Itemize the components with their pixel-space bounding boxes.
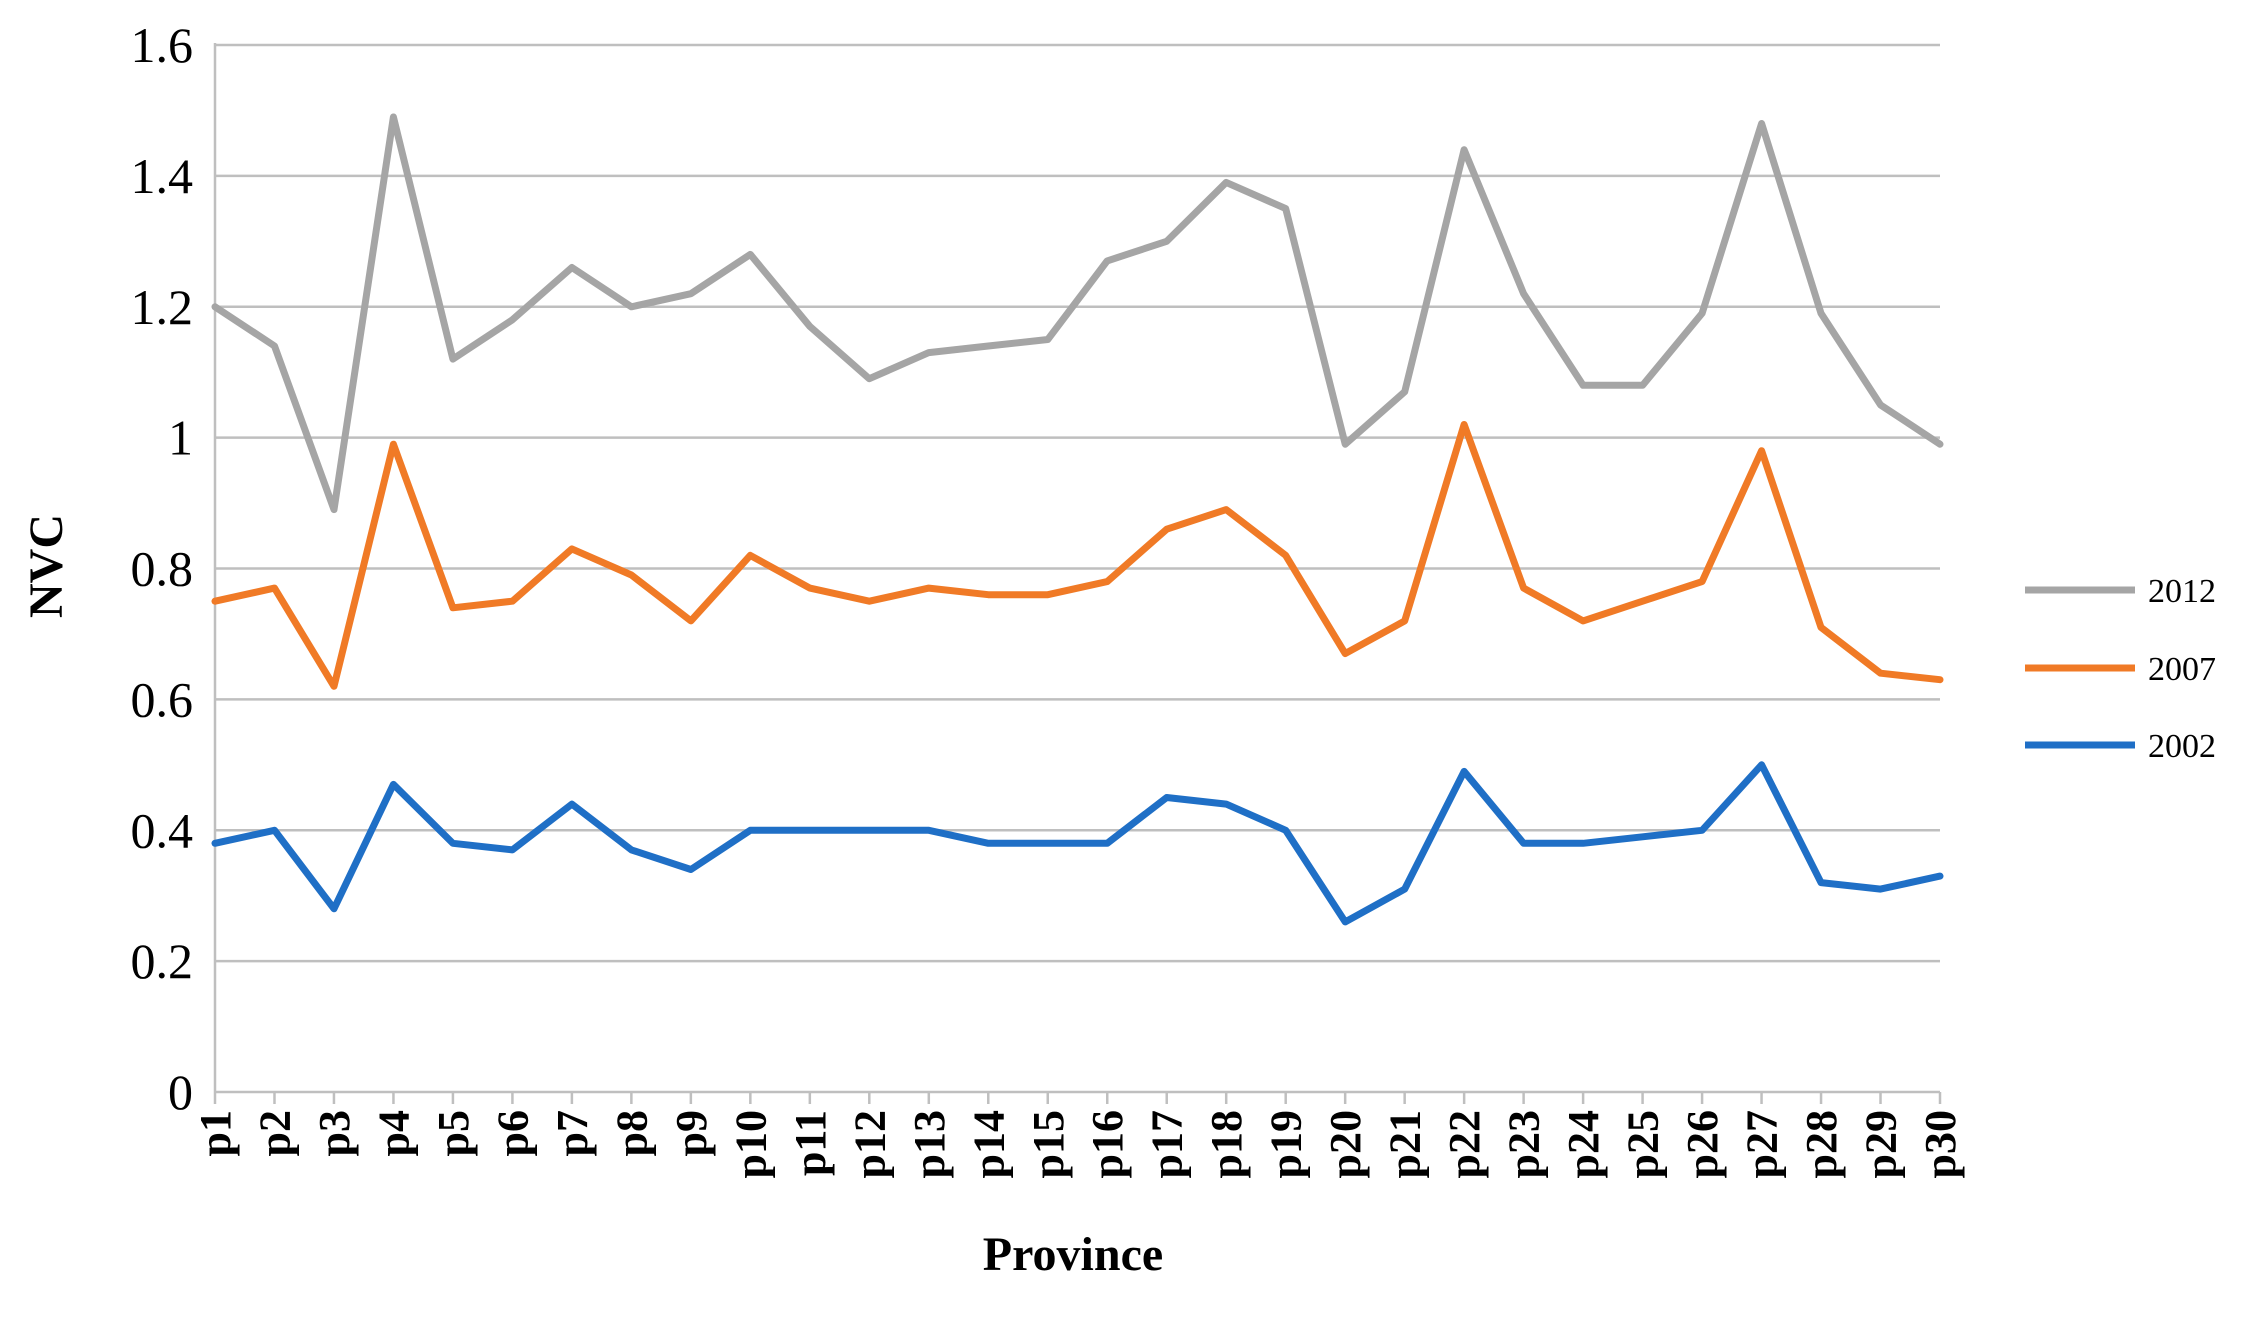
- x-tick-label: p17: [1143, 1110, 1192, 1178]
- legend-label-2012: 2012: [2148, 573, 2216, 610]
- y-tick-label: 0.6: [131, 671, 194, 727]
- x-tick-label: p4: [369, 1110, 418, 1156]
- x-tick-label: p2: [250, 1110, 299, 1156]
- y-tick-label: 1.6: [131, 17, 194, 73]
- x-tick-label: p10: [726, 1110, 775, 1178]
- x-tick-label: p29: [1857, 1110, 1906, 1178]
- y-tick-label: 1.4: [131, 148, 194, 204]
- x-tick-label: p27: [1738, 1110, 1787, 1178]
- legend-label-2007: 2007: [2148, 651, 2216, 688]
- x-tick-label: p8: [607, 1110, 656, 1156]
- x-tick-label: p23: [1500, 1110, 1549, 1178]
- x-tick-label: p18: [1202, 1110, 1251, 1178]
- series-line-2007: [211, 421, 1944, 690]
- x-tick-label: p14: [964, 1110, 1013, 1178]
- y-tick-label: 0.4: [131, 802, 194, 858]
- series-line-2012: [211, 113, 1944, 514]
- legend-label-2002: 2002: [2148, 728, 2216, 765]
- y-tick-label: 0: [168, 1064, 193, 1120]
- axes: [213, 43, 1942, 1104]
- x-tick-label: p25: [1619, 1110, 1668, 1178]
- x-tick-label: p28: [1797, 1110, 1846, 1178]
- x-tick-label: p30: [1916, 1110, 1965, 1178]
- x-tick-label: p24: [1559, 1110, 1608, 1178]
- y-tick-labels: 0 0.2 0.4 0.6 0.8 1 1.2 1.4 1.6: [131, 17, 194, 1120]
- series-lines: [211, 113, 1944, 926]
- x-tick-label: p15: [1024, 1110, 1073, 1178]
- x-tick-label: p11: [786, 1110, 835, 1176]
- x-tick-label: p16: [1083, 1110, 1132, 1178]
- x-tick-label: p20: [1321, 1110, 1370, 1178]
- legend: 2012 2007 2002: [2025, 573, 2216, 765]
- y-axis-title: NVC: [20, 514, 73, 618]
- y-tick-label: 0.2: [131, 933, 194, 989]
- x-tick-label: p21: [1381, 1110, 1430, 1178]
- x-tick-labels: p1 p2 p3 p4 p5 p6 p7 p8 p9 p10 p11 p12 p13 p14 p15 p16 p…: [191, 1110, 1965, 1178]
- x-tick-label: p6: [488, 1110, 537, 1156]
- x-tick-label: p19: [1262, 1110, 1311, 1178]
- x-tick-label: p3: [310, 1110, 359, 1156]
- x-tick-label: p9: [667, 1110, 716, 1156]
- series-line-2002: [211, 761, 1944, 926]
- y-tick-label: 0.8: [131, 541, 194, 597]
- x-tick-label: p12: [845, 1110, 894, 1178]
- x-axis-title: Province: [983, 1228, 1163, 1281]
- x-tick-label: p13: [905, 1110, 954, 1178]
- x-tick-label: p1: [191, 1110, 240, 1156]
- x-tick-label: p5: [429, 1110, 478, 1156]
- y-tick-label: 1: [168, 410, 193, 466]
- y-tick-label: 1.2: [131, 279, 194, 335]
- x-tick-label: p22: [1440, 1110, 1489, 1178]
- x-tick-label: p26: [1678, 1110, 1727, 1178]
- x-tick-label: p7: [548, 1110, 597, 1156]
- gridlines: [215, 43, 1940, 963]
